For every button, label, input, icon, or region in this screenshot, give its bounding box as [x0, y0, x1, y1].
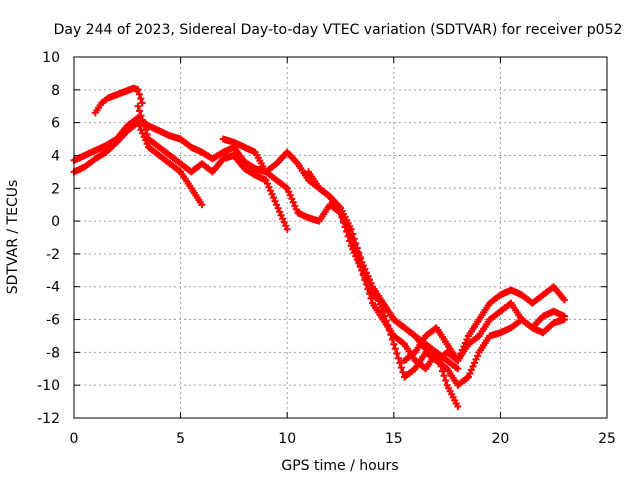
plus-markers: [70, 114, 462, 373]
plus-markers: [91, 84, 146, 117]
y-tick-label: 10: [42, 50, 60, 66]
tick-layer: [73, 56, 608, 419]
sat-track-8: [347, 234, 568, 389]
sat-track-7: [401, 283, 568, 365]
y-tick-label: 4: [51, 148, 60, 164]
y-tick-labels: -12 -10 -8 -6 -4 -2 0 2 4 6 8 10: [37, 50, 60, 427]
x-tick-label: 10: [278, 431, 296, 447]
x-tick-label: 15: [385, 431, 403, 447]
plus-markers: [70, 119, 206, 209]
y-tick-label: 2: [51, 181, 60, 197]
y-tick-label: -8: [46, 345, 60, 361]
x-tick-label: 5: [176, 431, 185, 447]
sat-track-3: [91, 84, 146, 117]
y-tick-label: -6: [46, 313, 60, 329]
plus-markers: [401, 283, 568, 365]
plus-markers: [347, 234, 568, 389]
x-axis-label: GPS time / hours: [281, 458, 398, 474]
data-layer: [70, 84, 568, 410]
sat-track-6: [305, 168, 568, 365]
y-axis-label: SDTVAR / TECUs: [5, 180, 21, 295]
x-tick-label: 25: [598, 431, 616, 447]
y-tick-label: -4: [46, 280, 60, 296]
plus-markers: [134, 102, 291, 233]
x-tick-labels: 0 5 10 15 20 25: [70, 431, 616, 447]
plus-markers: [305, 168, 568, 365]
x-tick-label: 0: [70, 431, 79, 447]
sat-track-2: [70, 119, 206, 209]
y-tick-label: 0: [51, 214, 60, 230]
y-tick-label: -10: [37, 378, 60, 394]
grid-layer: [74, 57, 607, 418]
sat-track-1: [70, 114, 462, 373]
chart-title: Day 244 of 2023, Sidereal Day-to-day VTE…: [54, 22, 623, 38]
y-tick-label: -12: [37, 411, 60, 427]
y-tick-label: 8: [51, 83, 60, 99]
y-tick-label: -2: [46, 247, 60, 263]
sat-track-4: [134, 102, 291, 233]
plot-frame: [73, 56, 608, 419]
y-tick-label: 6: [51, 116, 60, 132]
x-tick-label: 20: [491, 431, 509, 447]
